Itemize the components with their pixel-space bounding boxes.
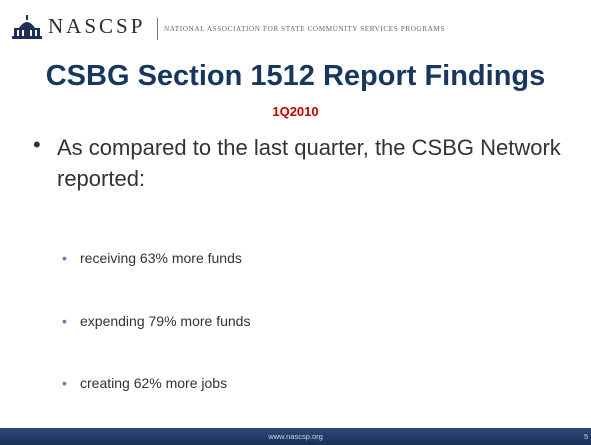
logo-icon (12, 15, 42, 39)
sub-bullet: creating 62% more jobs (80, 375, 228, 391)
divider (157, 18, 158, 40)
main-bullet: As compared to the last quarter, the CSB… (57, 135, 561, 191)
footer-url: www.nascsp.org (268, 432, 323, 441)
sub-bullet: receiving 63% more funds (80, 250, 242, 266)
sub-bullet-dot: • (62, 250, 67, 266)
slide-title: CSBG Section 1512 Report Findings (45, 60, 546, 92)
org-full-name: NATIONAL ASSOCIATION FOR STATE COMMUNITY… (164, 25, 446, 33)
sub-bullet-dot: • (62, 375, 67, 391)
page-number: 5 (584, 432, 589, 441)
slide-subtitle: 1Q2010 (272, 104, 319, 119)
bullet-dot: • (33, 132, 41, 157)
sub-bullet-dot: • (62, 313, 67, 329)
org-name: NASCSP (48, 14, 146, 38)
footer-bar (0, 428, 591, 445)
sub-bullet: expending 79% more funds (80, 313, 251, 329)
